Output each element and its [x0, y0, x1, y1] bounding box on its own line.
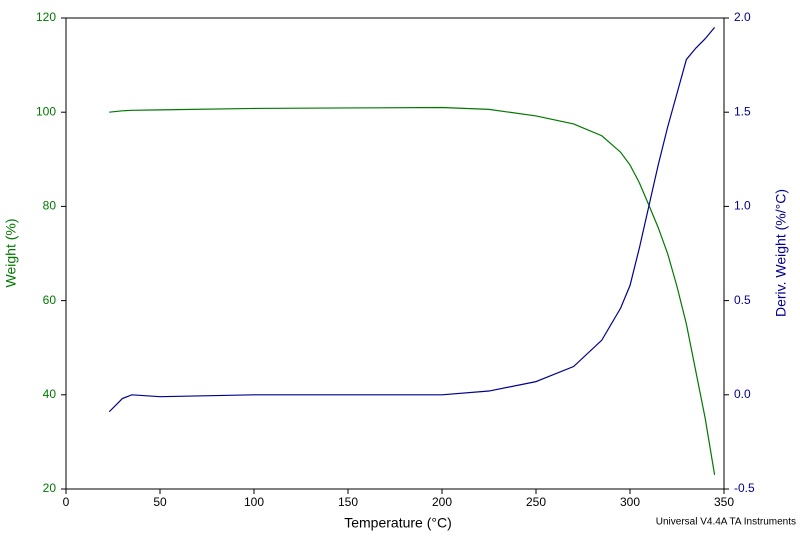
plot-frame — [65, 17, 725, 490]
y2-tick-label: 0.5 — [734, 293, 751, 307]
y2-axis-label: Deriv. Weight (%/°C) — [773, 189, 789, 317]
y2-tick-label: -0.5 — [734, 481, 755, 495]
x-tick-label: 250 — [526, 495, 546, 509]
y-axis-label: Weight (%) — [3, 219, 19, 288]
y-tick-label: 120 — [36, 10, 56, 24]
x-tick-label: 150 — [338, 495, 358, 509]
x-tick-label: 100 — [244, 495, 264, 509]
data-line — [109, 106, 716, 475]
y2-tick-label: 1.5 — [734, 104, 751, 118]
y-tick-label: 40 — [43, 387, 57, 401]
y2-tick-label: 2.0 — [734, 10, 751, 24]
footer: Universal V4.4A TA Instruments — [656, 517, 796, 528]
y2-tick-label: 1.0 — [734, 199, 751, 213]
x-tick-label: 350 — [714, 495, 734, 509]
y2-tick-label: 0.0 — [734, 387, 751, 401]
x-tick-label: 0 — [63, 495, 70, 509]
y-tick-label: 60 — [43, 293, 57, 307]
x-tick-label: 50 — [153, 495, 167, 509]
y-tick-label: 100 — [36, 104, 56, 118]
x-axis-label: Temperature (°C) — [344, 515, 452, 531]
data-line — [108, 27, 716, 413]
x-tick-label: 200 — [432, 495, 452, 509]
y-tick-label: 20 — [43, 481, 57, 495]
x-tick-label: 300 — [620, 495, 640, 509]
y-tick-label: 80 — [43, 199, 57, 213]
